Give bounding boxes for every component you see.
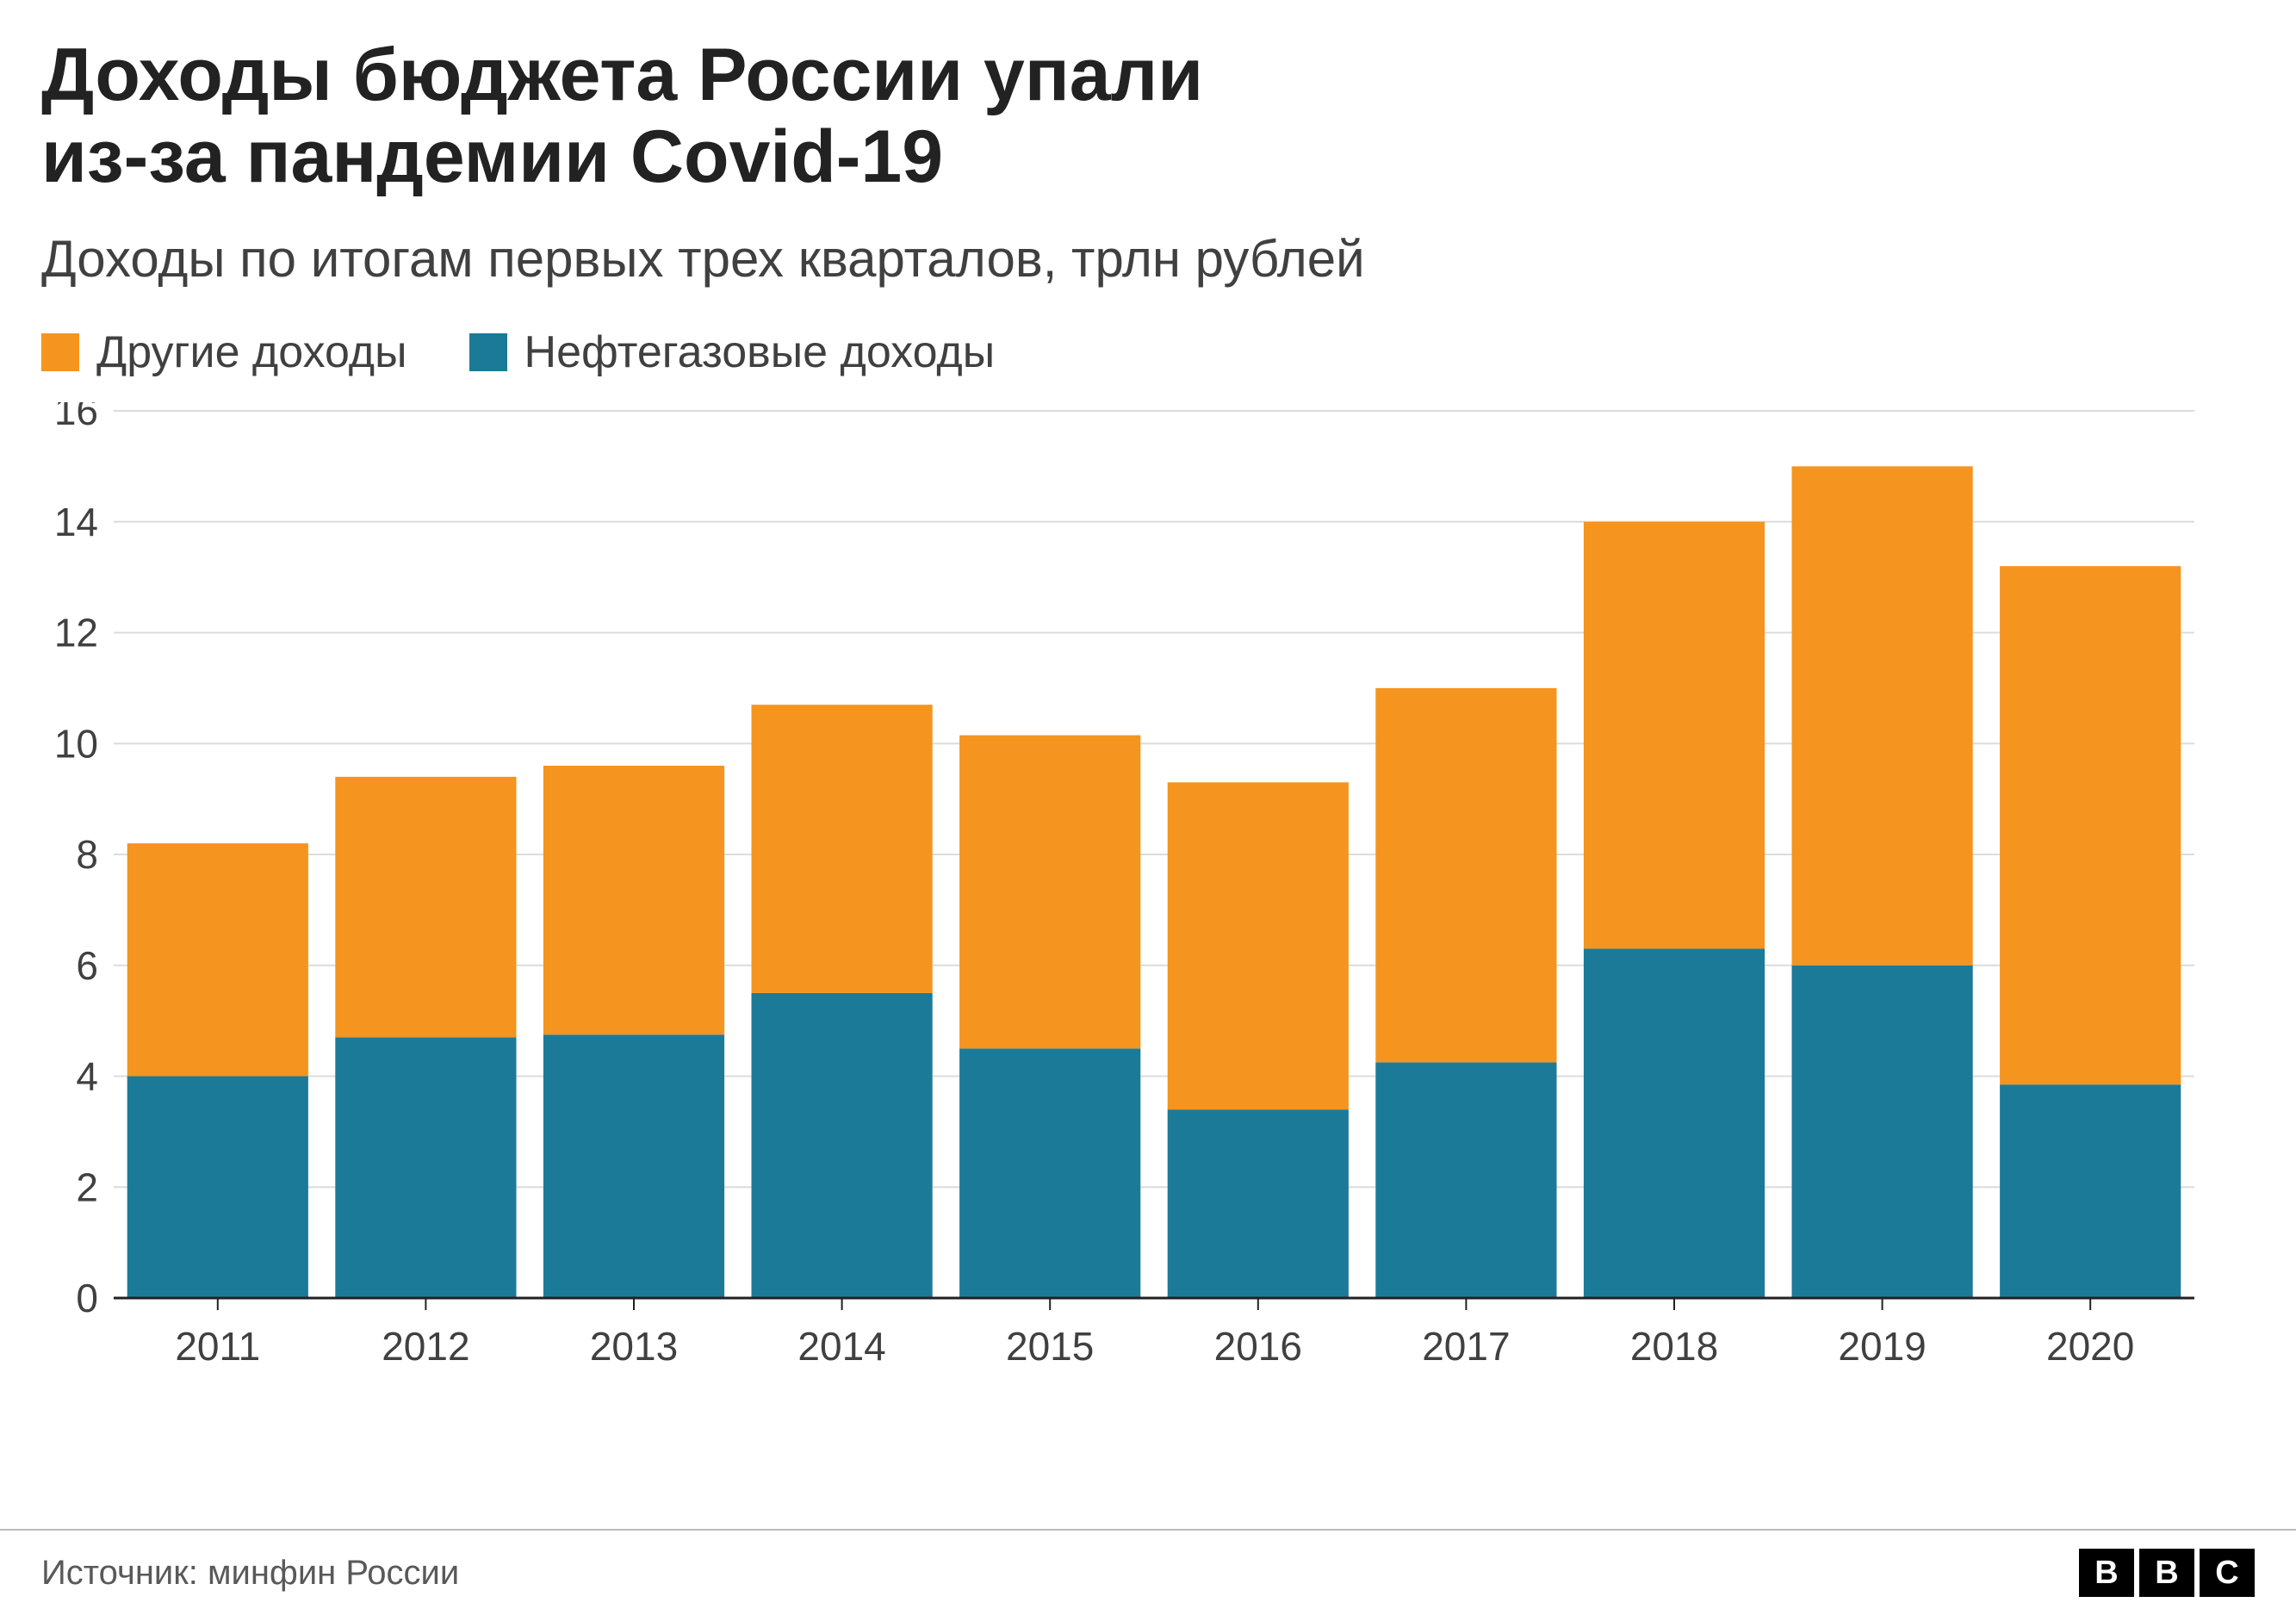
legend-label-oilgas: Нефтегазовые доходы <box>524 326 996 378</box>
bar-top-2011 <box>127 843 308 1076</box>
x-tick-2012: 2012 <box>382 1324 469 1369</box>
bbc-logo: B B C <box>2079 1549 2255 1597</box>
x-tick-2015: 2015 <box>1006 1324 1094 1369</box>
legend-item-oilgas: Нефтегазовые доходы <box>469 326 996 378</box>
bar-bottom-2019 <box>1792 966 1973 1298</box>
x-tick-2020: 2020 <box>2046 1324 2134 1369</box>
x-tick-2014: 2014 <box>797 1324 885 1369</box>
bar-bottom-2017 <box>1375 1063 1556 1299</box>
svg-text:16: 16 <box>54 402 98 433</box>
chart-title: Доходы бюджета России упали из-за пандем… <box>41 34 2255 197</box>
bar-bottom-2016 <box>1168 1109 1349 1298</box>
x-tick-2011: 2011 <box>175 1324 260 1369</box>
bar-bottom-2015 <box>959 1049 1140 1299</box>
svg-text:14: 14 <box>54 500 98 544</box>
stacked-bar-chart: 0 2 4 6 8 10 12 14 16 2011 2012 2013 2014 2015 2016 201… <box>41 402 2203 1376</box>
bar-top-2015 <box>959 736 1140 1049</box>
bbc-logo-box-1: B <box>2079 1549 2134 1597</box>
bar-bottom-2012 <box>335 1038 516 1299</box>
svg-text:4: 4 <box>76 1054 98 1099</box>
svg-text:10: 10 <box>54 722 98 767</box>
x-tick-2016: 2016 <box>1214 1324 1302 1369</box>
bar-bottom-2018 <box>1584 949 1765 1299</box>
chart-subtitle: Доходы по итогам первых трех кварталов, … <box>41 228 2255 290</box>
title-line-1: Доходы бюджета России упали <box>41 34 1203 116</box>
legend-swatch-oilgas <box>469 333 507 371</box>
bar-top-2019 <box>1792 467 1973 966</box>
legend-label-other: Другие доходы <box>96 326 407 378</box>
legend: Другие доходы Нефтегазовые доходы <box>41 326 2255 378</box>
bar-bottom-2011 <box>127 1077 308 1299</box>
chart-container: Доходы бюджета России упали из-за пандем… <box>0 0 2296 1615</box>
bbc-logo-box-2: B <box>2139 1549 2194 1597</box>
bar-top-2016 <box>1168 783 1349 1110</box>
x-tick-2013: 2013 <box>590 1324 678 1369</box>
footer: Источник: минфин России B B C <box>0 1529 2296 1615</box>
chart-plot: 0 2 4 6 8 10 12 14 16 2011 2012 2013 2014 2015 2016 201… <box>41 402 2255 1376</box>
x-tick-2018: 2018 <box>1630 1324 1718 1369</box>
bar-top-2014 <box>752 705 933 993</box>
svg-text:12: 12 <box>54 611 98 655</box>
bar-bottom-2020 <box>2000 1084 2181 1298</box>
svg-text:8: 8 <box>76 832 98 877</box>
legend-item-other: Другие доходы <box>41 326 407 378</box>
bar-top-2012 <box>335 777 516 1038</box>
title-line-2: из-за пандемии Covid-19 <box>41 115 943 198</box>
bar-top-2013 <box>543 766 724 1034</box>
legend-swatch-other <box>41 333 79 371</box>
source-label: Источник: минфин России <box>41 1554 459 1593</box>
bar-bottom-2014 <box>752 993 933 1298</box>
bar-top-2018 <box>1584 522 1765 949</box>
x-tick-2017: 2017 <box>1422 1324 1510 1369</box>
bar-bottom-2013 <box>543 1034 724 1298</box>
bbc-logo-box-3: C <box>2200 1549 2255 1597</box>
svg-text:0: 0 <box>76 1276 98 1320</box>
x-tick-2019: 2019 <box>1838 1324 1926 1369</box>
bar-top-2020 <box>2000 566 2181 1084</box>
bar-top-2017 <box>1375 688 1556 1063</box>
svg-text:6: 6 <box>76 943 98 988</box>
svg-text:2: 2 <box>76 1165 98 1210</box>
